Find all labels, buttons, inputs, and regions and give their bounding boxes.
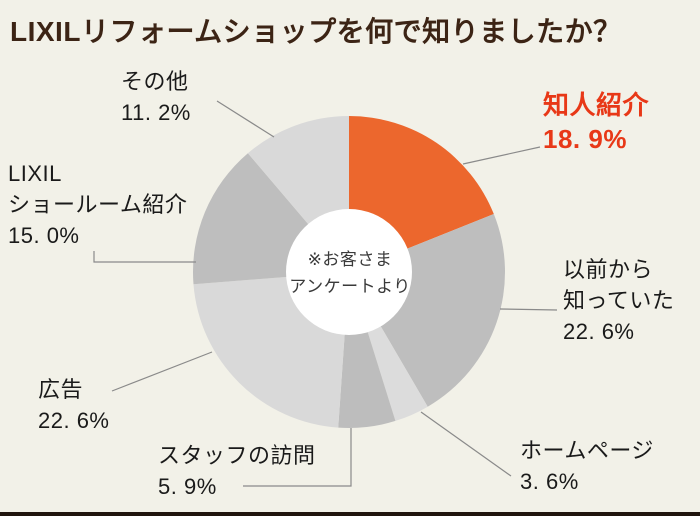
page-title: LIXILリフォームショップを何で知りましたか？ [10,16,622,47]
slice-label-homepage: ホームページ 3. 6% [520,435,654,497]
leader-lines [93,100,558,487]
center-source-note: ※お客さま アンケートより [260,246,440,300]
slice-label-staff-visit-value: 5. 9% [158,474,217,499]
leader-line-other [216,100,275,138]
slice-label-lixil-showroom-name1: LIXIL [8,161,62,186]
leader-line-homepage [420,411,512,477]
donut-hole [286,209,412,335]
slice-label-knew-before-value: 22. 6% [563,319,635,344]
slice-label-knew-before: 以前から 知っていた 22. 6% [563,254,674,347]
slice-label-staff-visit: スタッフの訪問 5. 9% [158,440,316,502]
slice-label-homepage-value: 3. 6% [520,469,579,494]
leader-line-lixil-showroom [93,251,196,263]
leader-line-knew-before [499,308,558,311]
slice-label-other: その他 11. 2% [121,66,191,128]
center-note-line1: ※お客さま [307,250,393,269]
slice-label-homepage-name: ホームページ [520,438,654,463]
slice-label-other-name: その他 [121,69,189,94]
slice-label-known-person-value: 18. 9% [543,124,627,154]
leader-line-staff-visit [243,428,352,487]
slice-label-lixil-showroom: LIXIL ショールーム紹介 15. 0% [8,158,187,251]
slice-label-knew-before-name2: 知っていた [563,288,675,313]
leader-line-known-person [462,146,541,165]
leader-line-advertising [111,351,213,392]
slice-label-known-person-name: 知人紹介 [543,90,650,120]
slice-label-advertising-name: 広告 [38,377,84,402]
slice-label-knew-before-name1: 以前から [563,257,654,282]
slice-label-advertising: 広告 22. 6% [38,374,110,436]
slice-label-lixil-showroom-value: 15. 0% [8,223,80,248]
slice-label-advertising-value: 22. 6% [38,408,110,433]
center-note-line2: アンケートより [289,277,411,296]
slice-label-staff-visit-name: スタッフの訪問 [158,443,316,468]
slice-label-other-value: 11. 2% [121,100,191,125]
slice-label-known-person: 知人紹介 18. 9% [543,88,649,156]
slice-label-lixil-showroom-name2: ショールーム紹介 [8,192,188,217]
bottom-border-bar [0,512,700,516]
